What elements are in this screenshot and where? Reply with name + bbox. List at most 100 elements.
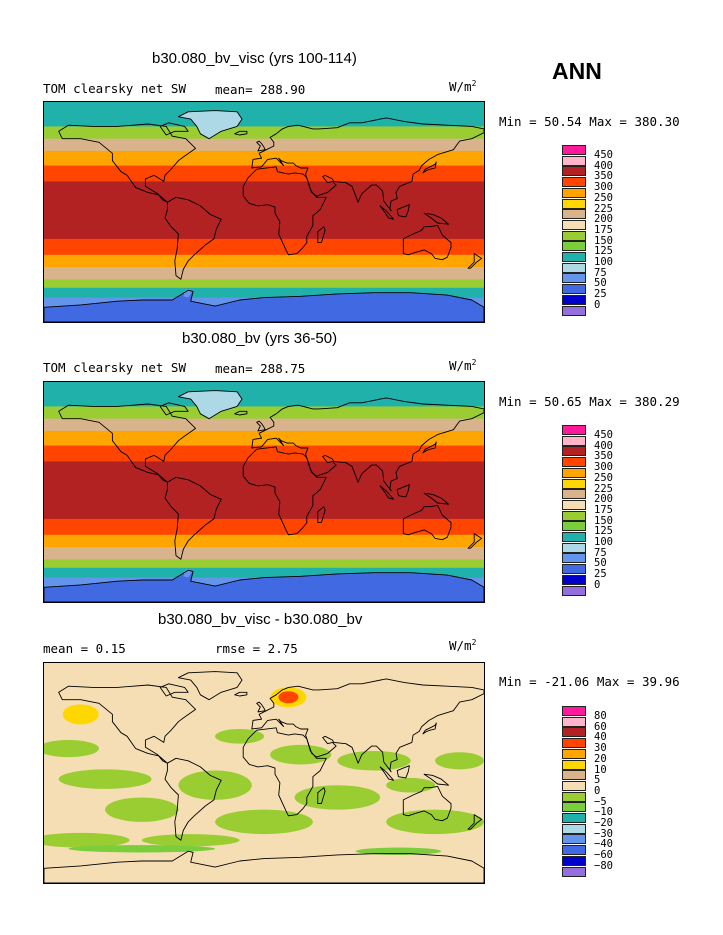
panel-1-band-3: [44, 150, 484, 167]
panel-1-coast-sumatra: [379, 205, 395, 220]
panel-3-coast-japan: [422, 722, 437, 735]
panel-2-coast-great-britain: [256, 420, 266, 432]
panel-3-colorbar-swatch-3: [562, 738, 586, 749]
panel-3-negative-patches: [44, 729, 484, 848]
panel-1-band-2: [44, 138, 484, 152]
panel-3-colorbar-level-label-4: 20: [594, 752, 607, 765]
panel-3-neg-patch-7: [44, 740, 99, 758]
panel-3-coast-madagascar: [317, 787, 326, 805]
panel-2-colorbar-swatch-8: [562, 510, 586, 521]
panel-3-southern-teal-2: [355, 847, 442, 855]
panel-1-map-svg: [44, 102, 484, 322]
panel-3-coast-great-britain: [256, 701, 266, 713]
panel-3-neg-patch-5: [337, 751, 411, 771]
panel-2-map-svg: [44, 382, 484, 602]
panel-3-neg-patch-8: [215, 729, 264, 744]
panel-2-antarctica-field: [44, 570, 484, 602]
panel-1-colorbar-swatch-3: [562, 177, 586, 188]
panel-1-band-4: [44, 165, 484, 182]
panel-3-feature-pacific-positive: [70, 708, 91, 721]
panel-2-colorbar-swatch-2: [562, 446, 586, 457]
panel-2-colorbar-swatch-15: [562, 585, 586, 596]
panel-1-coast-antarctica: [44, 289, 484, 322]
panel-2-coast-sumatra: [379, 485, 395, 500]
panel-1-coast-madagascar: [317, 226, 326, 244]
panel-3-colorbar-level-label-1: 60: [594, 720, 607, 733]
panel-2-colorbar-level-label-1: 400: [594, 439, 613, 452]
panel-2-colorbar-swatch-7: [562, 499, 586, 510]
panel-2-band-5: [44, 461, 484, 520]
panel-3-colorbar-swatch-4: [562, 748, 586, 759]
panel-3-neg-patch-1: [105, 797, 179, 822]
panel-2-colorbar-level-label-3: 300: [594, 461, 613, 474]
panel-2-coast-australia: [402, 504, 452, 541]
panel-2-colorbar-swatch-5: [562, 478, 586, 489]
panel-1-colorbar-level-label-8: 150: [594, 234, 613, 247]
panel-1-colorbar-level-label-11: 75: [594, 266, 607, 279]
panel-3-mean-label: mean = 0.15: [43, 641, 126, 656]
panel-1-colorbar-swatch-0: [562, 145, 586, 155]
panel-2-coastlines: [44, 390, 484, 602]
panel-1-title: b30.080_bv_visc (yrs 100-114): [152, 50, 357, 67]
panel-2-coast-africa: [242, 446, 327, 536]
panel-3-colorbar-swatch-9: [562, 802, 586, 813]
panel-1-colorbar-swatch-8: [562, 230, 586, 241]
panel-3-colorbar-level-label-7: 0: [594, 784, 601, 797]
panel-3-colorbar-swatch-8: [562, 791, 586, 802]
panel-1-coast-borneo: [396, 204, 410, 218]
panel-2-band-8: [44, 547, 484, 560]
panel-2-coast-greenland: [177, 390, 243, 420]
panel-3-colorbar-swatch-0: [562, 706, 586, 716]
panel-2-coast-iceland: [234, 410, 248, 416]
panel-1-colorbar-swatch-13: [562, 284, 586, 295]
panel-3-colorbar-level-label-8: −5: [594, 795, 607, 808]
panel-2-colorbar-level-label-13: 25: [594, 568, 607, 581]
panel-3-coast-antarctica: [44, 850, 484, 883]
panel-2-title: b30.080_bv (yrs 36-50): [182, 330, 338, 347]
panel-3-coast-north-america: [58, 684, 197, 764]
panel-2-bands: [44, 382, 484, 602]
panel-2-coast-eurasia: [251, 397, 484, 492]
panel-2-band-2: [44, 418, 484, 432]
panel-2-colorbar-level-label-0: 450: [594, 429, 613, 441]
panel-3-colorbar-level-label-2: 40: [594, 731, 607, 744]
panel-3-coast-new-guinea: [423, 773, 450, 786]
panel-2-colorbar-level-label-11: 75: [594, 546, 607, 559]
panel-1-colorbar-level-label-1: 400: [594, 159, 613, 172]
panel-1-antarctica-field: [44, 290, 484, 322]
panel-3-colorbar-level-label-10: −20: [594, 817, 613, 829]
panel-3-rmse-label: rmse = 2.75: [215, 641, 298, 656]
panel-2-colorbar-swatch-0: [562, 425, 586, 435]
panel-1-coastlines: [44, 110, 484, 322]
panel-2-coast-north-america: [58, 403, 197, 483]
panel-3-colorbar-level-label-5: 10: [594, 763, 607, 776]
panel-3-neg-patch-11: [435, 752, 484, 770]
panel-1-colorbar-swatch-4: [562, 187, 586, 198]
panel-1-units: W/m2: [449, 79, 477, 95]
panel-3-colorbar-swatch-15: [562, 866, 586, 877]
panel-3-coast-south-america: [164, 757, 222, 841]
panel-3-neg-patch-9: [44, 832, 130, 848]
panel-2-band-3: [44, 430, 484, 447]
panel-3-coast-iceland: [234, 691, 248, 697]
panel-3-coast-new-zealand: [467, 814, 483, 830]
panel-2-coast-japan: [422, 441, 437, 454]
panel-3-colorbar-swatch-5: [562, 759, 586, 770]
panel-3-coast-africa: [242, 727, 327, 817]
panel-1-mean-label: mean= 288.90: [215, 82, 306, 97]
panel-1-coast-greenland: [177, 110, 243, 140]
panel-3-coastlines: [44, 671, 484, 883]
panel-2-colorbar-level-label-5: 225: [594, 482, 613, 495]
panel-3-coast-borneo: [396, 765, 410, 779]
panel-3-colorbar-level-label-11: −30: [594, 827, 613, 840]
panel-3-southern-teal: [68, 845, 216, 853]
panel-2-mean-label: mean= 288.75: [215, 361, 306, 376]
panel-3-neg-patch-4: [294, 785, 381, 810]
panel-1-coast-australia: [402, 224, 452, 261]
panel-1-colorbar-swatch-14: [562, 294, 586, 305]
panel-1-colorbar-level-label-3: 300: [594, 181, 613, 194]
panel-1-coast-north-america: [58, 123, 197, 203]
panel-1-band-9: [44, 279, 484, 289]
panel-3-colorbar-swatch-10: [562, 813, 586, 823]
panel-3-coast-baffin-island: [159, 683, 189, 697]
